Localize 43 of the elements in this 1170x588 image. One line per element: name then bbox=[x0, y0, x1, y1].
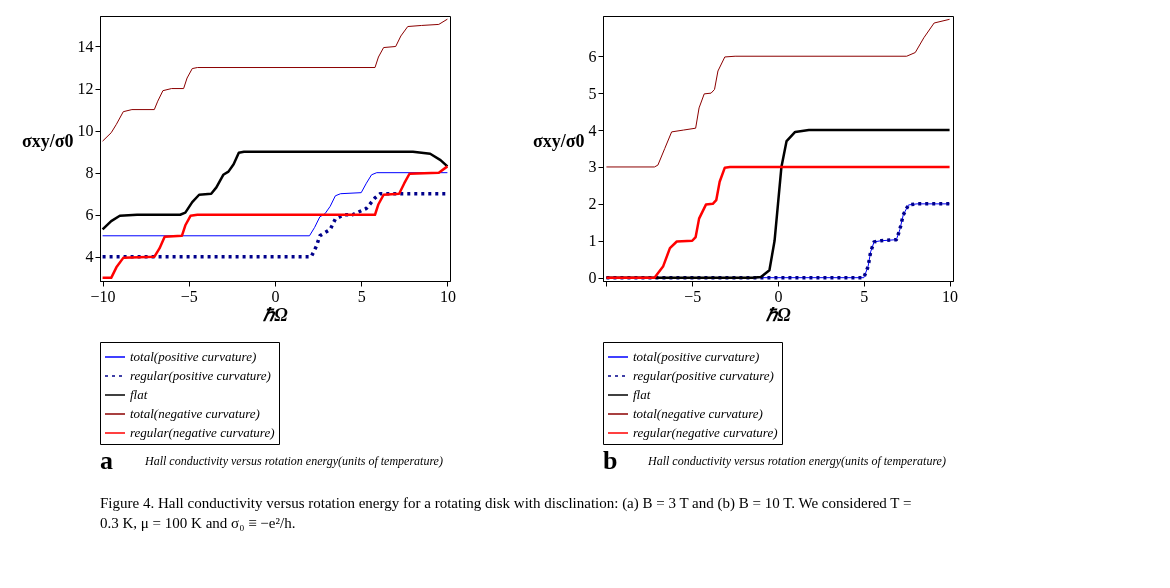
y-tick-label: 6 bbox=[85, 206, 94, 224]
x-tick-label: −5 bbox=[180, 287, 198, 305]
y-tick-label: 10 bbox=[77, 122, 94, 140]
line-series bbox=[102, 18, 448, 142]
x-tick-label: 10 bbox=[439, 287, 456, 305]
y-axis-title: σxy/σ0 bbox=[532, 130, 585, 151]
x-tick-label: 5 bbox=[860, 287, 869, 305]
y-axis-title: σxy/σ0 bbox=[21, 130, 74, 151]
legend-label: total(negative curvature) bbox=[633, 406, 763, 421]
x-tick-label: 0 bbox=[271, 287, 280, 305]
y-tick-label: 4 bbox=[85, 248, 94, 266]
text: Hall conductivity versus rotation energy(units of temperature) bbox=[144, 454, 443, 468]
x-tick-label: 5 bbox=[357, 287, 366, 305]
legend-label: total(positive curvature) bbox=[633, 349, 760, 364]
legend-label: regular(negative curvature) bbox=[633, 425, 778, 440]
x-tick-label: 0 bbox=[774, 287, 783, 305]
y-tick-label: 12 bbox=[77, 80, 94, 98]
text: b bbox=[603, 446, 618, 475]
y-tick-label: 14 bbox=[77, 38, 94, 55]
legend-label: total(negative curvature) bbox=[130, 406, 260, 421]
legend-label: regular(negative curvature) bbox=[130, 425, 275, 440]
y-tick-label: 6 bbox=[588, 47, 597, 65]
text: a bbox=[100, 446, 113, 475]
y-tick-label: 1 bbox=[588, 232, 597, 250]
text: Hall conductivity versus rotation energy(units of temperature) bbox=[647, 454, 946, 468]
legend-label: regular(positive curvature) bbox=[130, 368, 271, 383]
y-tick-label: 3 bbox=[588, 158, 597, 176]
legend-label: flat bbox=[633, 387, 651, 402]
y-tick-label: 8 bbox=[85, 164, 94, 182]
x-tick-label: −10 bbox=[90, 287, 116, 305]
legend-label: flat bbox=[130, 387, 148, 402]
caption: Figure 4. Hall conductivity versus rotation energy for a rotating disk with disclination: (a) B = 3 T and (b) B = 10 T. We considered T = 0.3 K, μ = 100 K and σ₀ ≡ −e²/h. bbox=[100, 495, 912, 531]
x-axis-title: ℏΩ bbox=[765, 304, 792, 325]
y-tick-label: 0 bbox=[588, 269, 597, 287]
x-tick-label: 10 bbox=[942, 287, 959, 305]
legend-label: regular(positive curvature) bbox=[633, 368, 774, 383]
x-axis-title: ℏΩ bbox=[262, 304, 289, 325]
y-tick-label: 4 bbox=[588, 121, 597, 139]
x-tick-label: −5 bbox=[684, 287, 702, 305]
legend-label: total(positive curvature) bbox=[130, 349, 257, 364]
line-series bbox=[605, 18, 951, 168]
y-tick-label: 2 bbox=[588, 195, 597, 213]
y-tick-label: 5 bbox=[588, 84, 597, 102]
